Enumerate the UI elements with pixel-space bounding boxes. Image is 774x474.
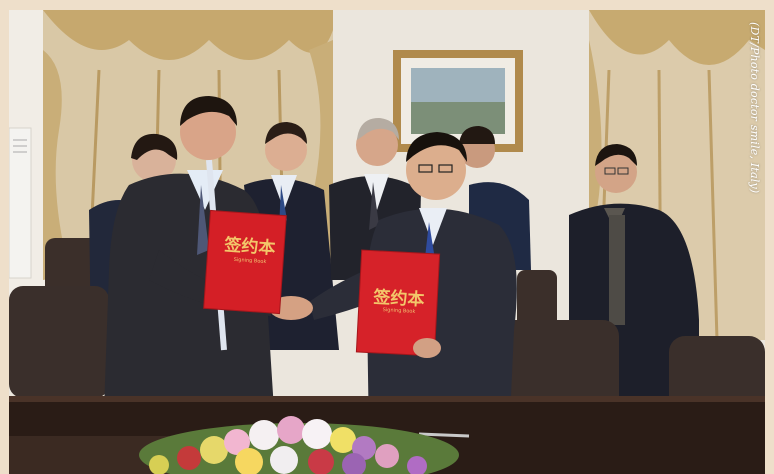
photo-credit: (DT/Photo doctor smile, Italy) xyxy=(748,22,761,194)
back-chair xyxy=(517,270,557,330)
pen xyxy=(418,432,470,438)
flower-arrangement xyxy=(139,416,459,474)
wall-painting xyxy=(393,50,523,152)
air-conditioner xyxy=(9,127,32,279)
signing-book-right xyxy=(355,249,441,357)
photo-scene xyxy=(9,10,765,474)
signing-ceremony-photo: 签约本 Signing Book 签约本 Signing Book (DT/Ph… xyxy=(9,10,765,474)
front-chair-left xyxy=(9,286,109,398)
signing-book-left xyxy=(203,209,287,315)
signing-book-left-title: 签约本 xyxy=(223,235,276,259)
hand-holding-book xyxy=(413,338,441,358)
